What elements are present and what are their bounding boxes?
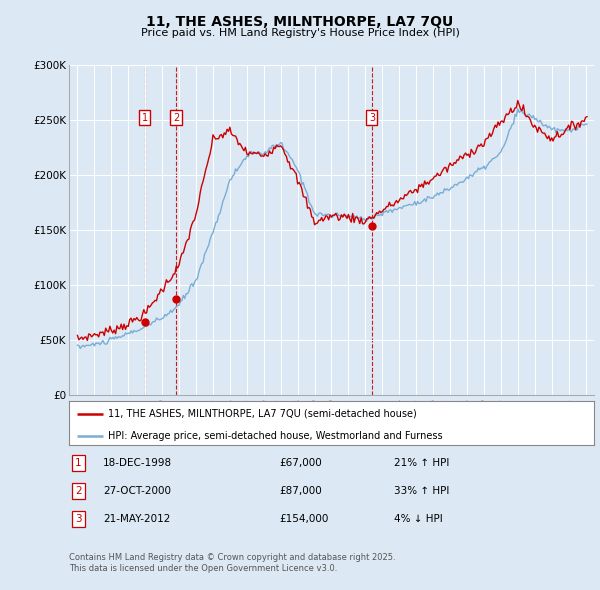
Text: 4% ↓ HPI: 4% ↓ HPI (395, 514, 443, 524)
Text: 27-OCT-2000: 27-OCT-2000 (103, 486, 171, 496)
Text: 3: 3 (369, 113, 375, 123)
Text: £154,000: £154,000 (279, 514, 328, 524)
Text: 21-MAY-2012: 21-MAY-2012 (103, 514, 170, 524)
Text: £67,000: £67,000 (279, 458, 322, 468)
Text: 33% ↑ HPI: 33% ↑ HPI (395, 486, 450, 496)
Text: Contains HM Land Registry data © Crown copyright and database right 2025.
This d: Contains HM Land Registry data © Crown c… (69, 553, 395, 573)
Text: 18-DEC-1998: 18-DEC-1998 (103, 458, 172, 468)
Text: £87,000: £87,000 (279, 486, 322, 496)
Text: Price paid vs. HM Land Registry's House Price Index (HPI): Price paid vs. HM Land Registry's House … (140, 28, 460, 38)
Text: 2: 2 (173, 113, 179, 123)
Text: 1: 1 (142, 113, 148, 123)
Text: HPI: Average price, semi-detached house, Westmorland and Furness: HPI: Average price, semi-detached house,… (109, 431, 443, 441)
Text: 2: 2 (75, 486, 82, 496)
Text: 11, THE ASHES, MILNTHORPE, LA7 7QU (semi-detached house): 11, THE ASHES, MILNTHORPE, LA7 7QU (semi… (109, 409, 417, 418)
Text: 21% ↑ HPI: 21% ↑ HPI (395, 458, 450, 468)
Text: 11, THE ASHES, MILNTHORPE, LA7 7QU: 11, THE ASHES, MILNTHORPE, LA7 7QU (146, 15, 454, 29)
Text: 1: 1 (75, 458, 82, 468)
Text: 3: 3 (75, 514, 82, 524)
